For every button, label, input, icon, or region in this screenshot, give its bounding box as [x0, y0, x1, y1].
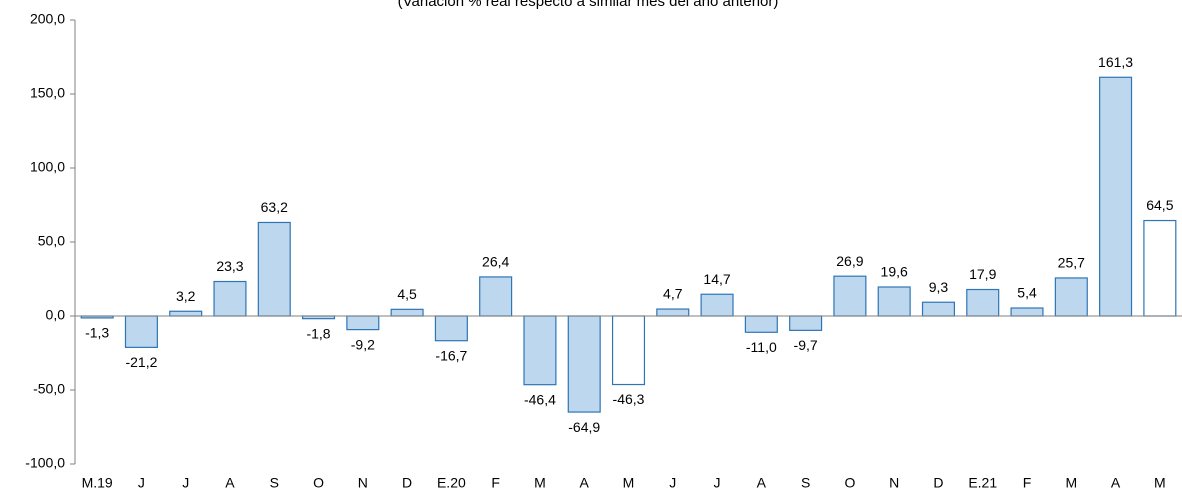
x-tick-label: M — [1065, 475, 1077, 491]
x-tick-label: O — [844, 475, 855, 491]
x-tick-label: S — [801, 475, 810, 491]
data-label: -11,0 — [746, 339, 777, 355]
x-tick-label: D — [933, 475, 943, 491]
y-tick-label: 0,0 — [46, 307, 66, 323]
data-label: 9,3 — [929, 279, 949, 295]
y-tick-label: -100,0 — [25, 455, 65, 471]
data-label: -46,3 — [613, 391, 645, 407]
y-tick-label: -50,0 — [33, 381, 65, 397]
x-tick-label: F — [1023, 475, 1032, 491]
x-tick-label: M — [534, 475, 546, 491]
bar — [1010, 307, 1044, 317]
x-tick-label: J — [669, 475, 676, 491]
x-tick-label: O — [313, 475, 324, 491]
data-label: -21,2 — [125, 354, 157, 370]
bar — [124, 315, 158, 348]
bar — [833, 275, 867, 317]
x-tick-label: M — [1154, 475, 1166, 491]
data-label: 17,9 — [969, 266, 996, 282]
bar — [921, 301, 956, 317]
x-tick-label: E.21 — [968, 475, 997, 491]
y-tick-label: 50,0 — [38, 233, 65, 249]
bar — [434, 315, 468, 342]
data-label: 5,4 — [1017, 285, 1037, 301]
x-tick-label: A — [1111, 475, 1121, 491]
x-tick-label: A — [757, 475, 767, 491]
chart-subtitle: (Variación % real respecto a similar mes… — [398, 0, 779, 10]
x-tick-label: A — [580, 475, 590, 491]
x-tick-label: J — [714, 475, 721, 491]
bar — [523, 315, 557, 386]
data-label: 26,4 — [482, 254, 509, 270]
x-tick-label: A — [225, 475, 235, 491]
y-tick-label: 100,0 — [30, 159, 65, 175]
x-tick-label: J — [182, 475, 189, 491]
x-tick-label: D — [402, 475, 412, 491]
x-tick-label: J — [138, 475, 145, 491]
bar — [1143, 219, 1177, 317]
bar — [656, 308, 690, 317]
data-label: -9,2 — [351, 336, 375, 352]
bar — [567, 315, 601, 413]
bar — [611, 315, 646, 386]
data-label: 63,2 — [261, 199, 288, 215]
bar — [877, 286, 911, 317]
x-tick-label: S — [270, 475, 279, 491]
x-tick-label: E.20 — [437, 475, 466, 491]
x-tick-label: N — [889, 475, 899, 491]
data-label: 23,3 — [216, 258, 243, 274]
data-label: -1,3 — [85, 325, 109, 341]
x-tick-label: M — [623, 475, 635, 491]
data-label: 3,2 — [176, 288, 196, 304]
data-label: 64,5 — [1146, 197, 1173, 213]
bar — [700, 293, 734, 317]
bar — [1099, 76, 1133, 317]
bar — [346, 315, 380, 331]
data-label: -9,7 — [794, 337, 818, 353]
x-tick-label: F — [491, 475, 500, 491]
bar — [744, 315, 778, 333]
data-label: -16,7 — [435, 347, 467, 363]
bar — [213, 280, 247, 317]
x-tick-label: M.19 — [82, 475, 113, 491]
data-label: -64,9 — [568, 419, 600, 435]
y-tick-label: 150,0 — [30, 85, 65, 101]
bar — [1054, 277, 1088, 317]
bar — [169, 310, 203, 317]
bar — [789, 315, 823, 331]
data-label: 25,7 — [1058, 255, 1085, 271]
y-tick-label: 200,0 — [30, 11, 65, 27]
bar — [390, 308, 424, 317]
data-label: 19,6 — [881, 264, 908, 280]
data-label: 4,7 — [663, 286, 683, 302]
bar — [479, 276, 513, 317]
bar — [966, 288, 1000, 317]
data-label: 4,5 — [397, 286, 417, 302]
data-label: 26,9 — [836, 253, 863, 269]
data-label: 14,7 — [703, 271, 730, 287]
data-label: 161,3 — [1098, 54, 1133, 70]
bar — [257, 221, 291, 317]
data-label: -46,4 — [524, 391, 556, 407]
x-tick-label: N — [358, 475, 368, 491]
data-label: -1,8 — [306, 325, 330, 341]
